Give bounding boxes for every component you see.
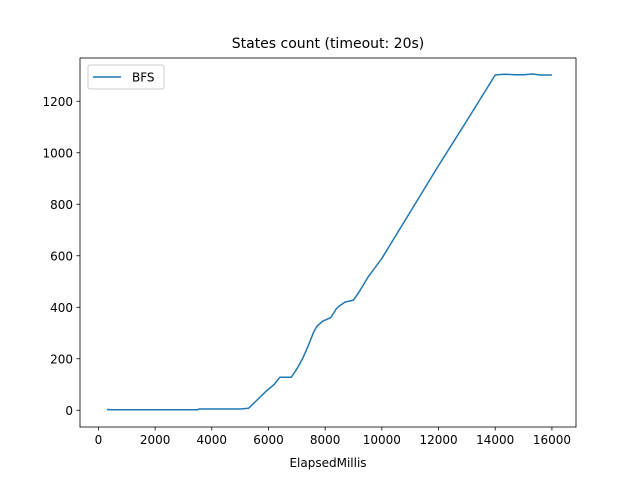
x-tick-label: 10000: [363, 433, 401, 447]
x-tick-label: 4000: [197, 433, 228, 447]
x-tick-label: 2000: [140, 433, 171, 447]
y-tick-label: 1000: [42, 146, 73, 160]
y-axis: 0 200 400 600 800 1000 1200: [42, 95, 80, 418]
plot-area: [79, 57, 577, 428]
y-tick-label: 200: [50, 352, 73, 366]
x-tick-label: 0: [95, 433, 103, 447]
x-tick-label: 6000: [253, 433, 284, 447]
y-tick-label: 800: [50, 198, 73, 212]
x-axis-label: ElapsedMillis: [289, 456, 366, 470]
axes-frame: [79, 57, 577, 428]
y-tick-label: 1200: [42, 95, 73, 109]
x-axis: 0 2000 4000 6000 8000 10000 12000 14000 16000: [95, 427, 571, 447]
legend-box: [87, 64, 165, 90]
series-line-bfs: [106, 73, 552, 411]
y-tick-label: 600: [50, 249, 73, 263]
y-tick-label: 0: [65, 404, 73, 418]
legend-label: BFS: [132, 71, 155, 85]
x-tick-label: 16000: [533, 433, 571, 447]
x-tick-label: 12000: [419, 433, 457, 447]
x-tick-label: 8000: [310, 433, 341, 447]
x-tick-label: 14000: [476, 433, 514, 447]
legend: BFS: [87, 64, 165, 90]
chart-title: States count (timeout: 20s): [232, 36, 425, 52]
y-tick-label: 400: [50, 301, 73, 315]
